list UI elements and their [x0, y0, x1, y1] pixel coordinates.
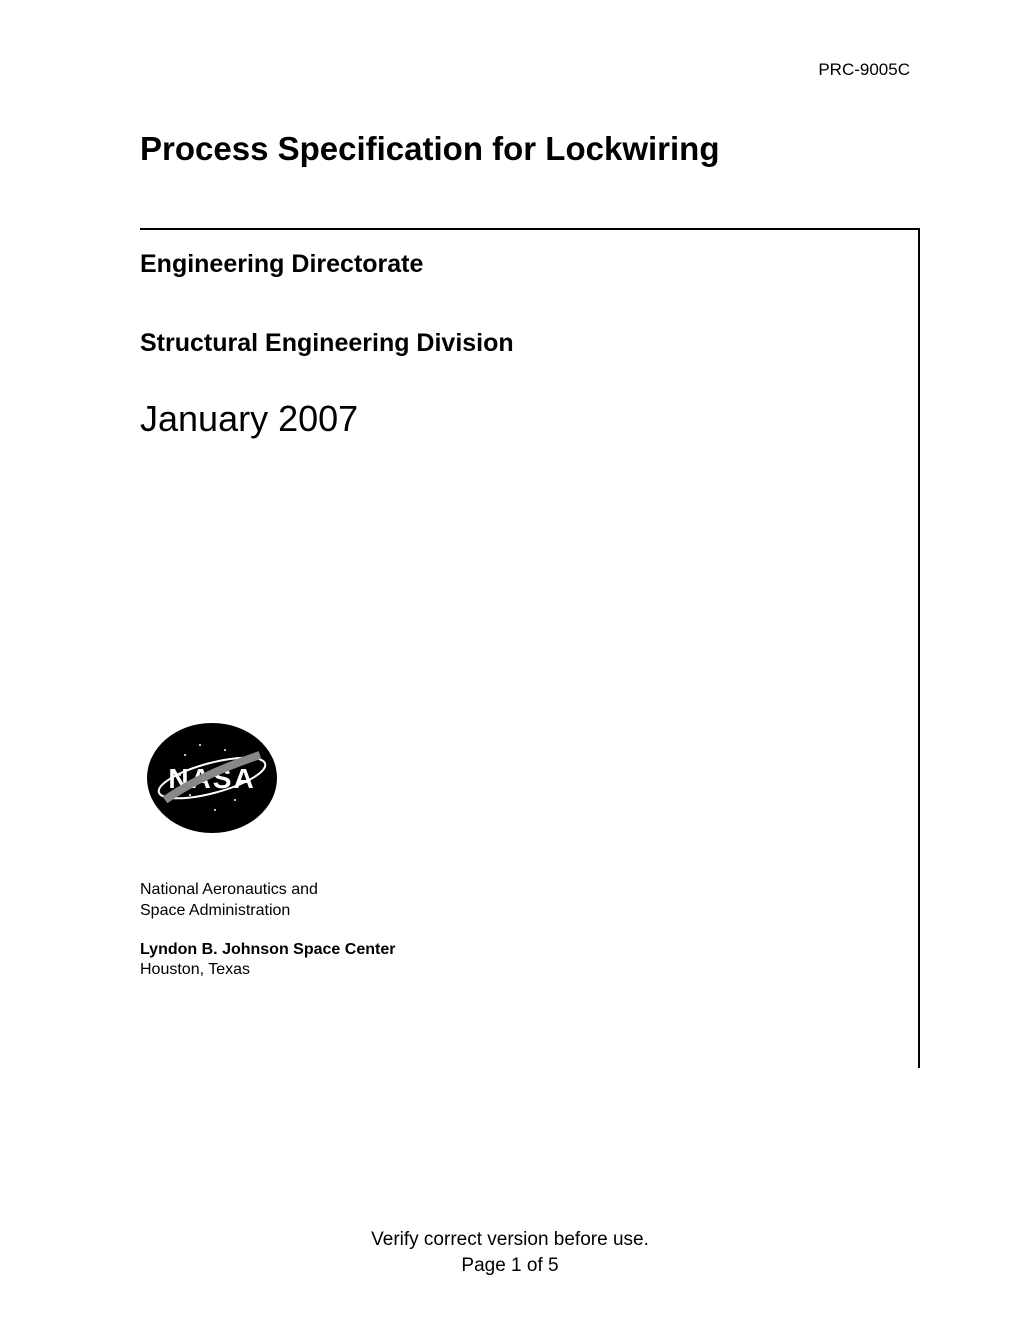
nasa-logo: NASA — [140, 720, 285, 835]
division-heading: Structural Engineering Division — [140, 329, 918, 358]
content-box: Engineering Directorate Structural Engin… — [140, 228, 920, 1068]
location-text: Houston, Texas — [140, 960, 918, 981]
logo-section: NASA — [140, 720, 918, 840]
date-text: January 2007 — [140, 398, 918, 440]
org-line-1: National Aeronautics and — [140, 880, 918, 901]
organization-name: National Aeronautics and Space Administr… — [140, 880, 918, 922]
org-line-2: Space Administration — [140, 901, 918, 922]
document-id: PRC-9005C — [140, 60, 920, 80]
verify-text: Verify correct version before use. — [0, 1227, 1020, 1254]
page-footer: Verify correct version before use. Page … — [0, 1227, 1020, 1280]
center-name: Lyndon B. Johnson Space Center — [140, 940, 918, 961]
main-title: Process Specification for Lockwiring — [140, 130, 920, 168]
page-number: Page 1 of 5 — [0, 1253, 1020, 1280]
directorate-heading: Engineering Directorate — [140, 250, 918, 279]
document-page: PRC-9005C Process Specification for Lock… — [0, 0, 1020, 1320]
